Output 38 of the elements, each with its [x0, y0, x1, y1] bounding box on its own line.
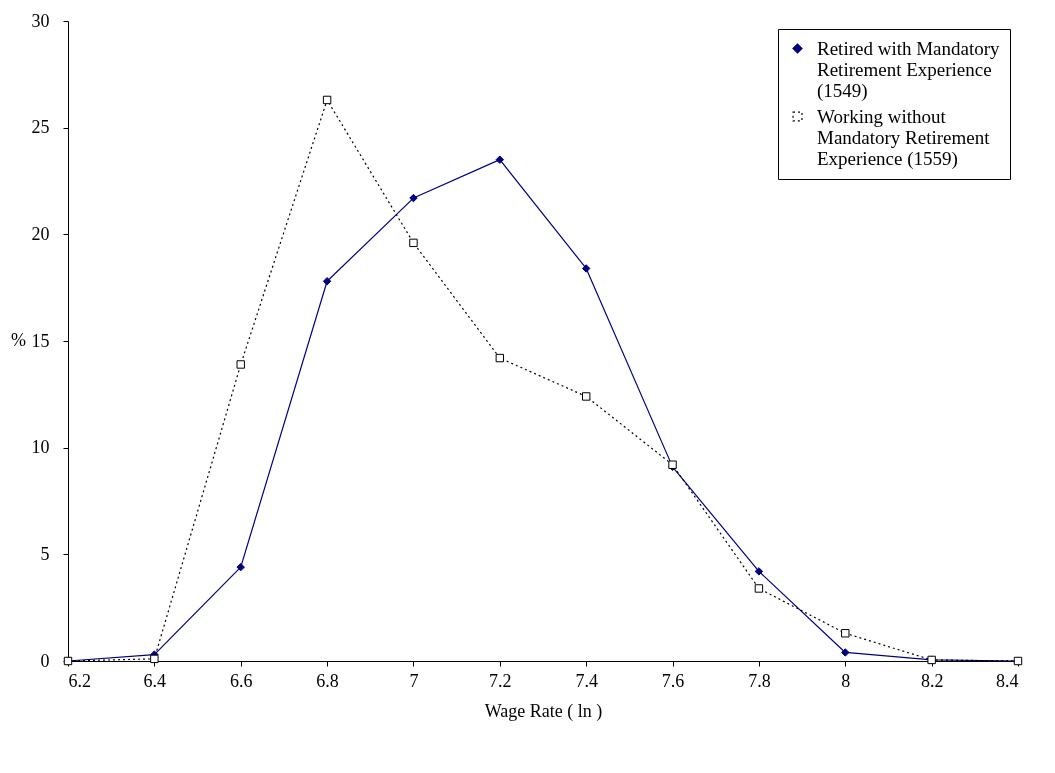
y-tick-label: 0	[40, 650, 50, 671]
point	[754, 567, 764, 576]
point	[495, 353, 505, 363]
x-tick-label: 6.2	[68, 670, 91, 691]
point	[495, 155, 505, 164]
point	[409, 238, 418, 248]
point	[841, 629, 850, 638]
point	[236, 360, 245, 369]
x-tick-label: 8.4	[996, 670, 1019, 691]
x-tick-label: 6.4	[143, 670, 167, 691]
y-tick-label: 20	[31, 223, 50, 244]
point	[322, 277, 332, 286]
point	[322, 95, 332, 105]
y-tick-label: 30	[31, 10, 50, 31]
y-tick-label: 25	[31, 117, 50, 138]
point	[754, 584, 764, 593]
y-tick-label: 5	[40, 543, 50, 564]
x-tick-label: 7.2	[489, 670, 512, 691]
legend-label: Working without Mandatory Retirement Experience (1559)	[817, 105, 991, 170]
legend-label: Retired with Mandatory Retirement Experience (1549)	[817, 37, 1001, 102]
x-tick-label: 7	[409, 670, 419, 691]
y-tick-label: 15	[31, 330, 50, 351]
point	[409, 193, 418, 203]
x-tick-label: 7.8	[748, 670, 771, 691]
point	[841, 648, 850, 657]
x-tick-label: 6.6	[229, 670, 253, 691]
point	[236, 562, 245, 572]
y-axis-title: %	[11, 329, 26, 350]
x-tick-label: 6.8	[316, 670, 339, 691]
point	[150, 654, 159, 664]
x-tick-label: 8	[841, 670, 851, 691]
x-tick-label: 8.2	[920, 670, 944, 691]
x-tick-label: 7.4	[575, 670, 598, 691]
y-tick-label: 10	[31, 437, 50, 458]
x-axis-title: Wage Rate ( ln )	[484, 700, 603, 722]
point	[581, 264, 591, 273]
x-tick-label: 7.6	[661, 670, 685, 691]
point	[581, 392, 591, 401]
